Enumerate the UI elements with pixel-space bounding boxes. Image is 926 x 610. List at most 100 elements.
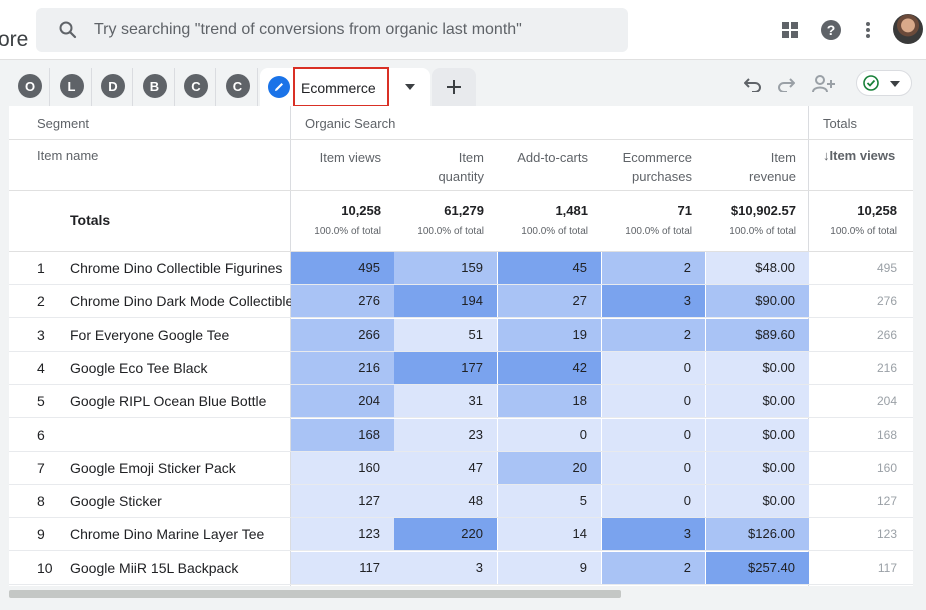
add-tab-button[interactable] (432, 68, 476, 106)
totals-pct: 100.0% of total (729, 226, 796, 237)
row-divider (9, 417, 913, 419)
segment-tab[interactable]: C (176, 68, 216, 106)
horizontal-scrollbar-thumb[interactable] (9, 590, 621, 598)
chevron-down-icon[interactable] (405, 84, 415, 90)
metric-cell: 495 (291, 252, 394, 284)
tab-ecommerce[interactable]: Ecommerce (260, 67, 430, 108)
svg-text:?: ? (827, 22, 836, 38)
metric-cell: 23 (394, 418, 497, 451)
metric-cell: 123 (291, 518, 394, 551)
account-avatar[interactable] (893, 14, 923, 44)
metric-cell: 9 (498, 551, 601, 584)
row-index: 4 (37, 359, 45, 376)
segment-tab[interactable]: D (93, 68, 133, 106)
row-index: 7 (37, 459, 45, 476)
metric-header[interactable]: Item views (291, 148, 381, 167)
totals-value: 10,258 (341, 203, 381, 218)
search-icon (58, 20, 78, 40)
segment-tab[interactable]: B (135, 68, 175, 106)
metric-header-line: purchases (632, 169, 692, 184)
item-name: Google RIPL Ocean Blue Bottle (70, 393, 267, 410)
undo-icon[interactable] (741, 72, 765, 96)
row-divider (9, 583, 913, 585)
totals-pct: 100.0% of total (417, 226, 484, 237)
table-row[interactable]: 9 Chrome Dino Marine Layer Tee 123 220 14 3 $1… (9, 518, 913, 552)
table-row[interactable]: 8 Google Sticker 127 48 5 0 $0.00 127 (9, 485, 913, 519)
metric-cell: 47 (394, 451, 497, 484)
header-divider (9, 139, 913, 140)
search-input[interactable]: Try searching "trend of conversions from… (94, 21, 522, 38)
totals-metric-header[interactable]: ↓Item views (823, 148, 896, 163)
table-row[interactable]: 3 For Everyone Google Tee 266 51 19 2 $89.60 26… (9, 318, 913, 352)
metric-cell: 204 (291, 385, 394, 418)
row-divider (9, 517, 913, 519)
row-index: 6 (37, 426, 45, 443)
table-row[interactable]: 6 168 23 0 0 $0.00 168 (9, 418, 913, 452)
table-row[interactable]: 2 Chrome Dino Dark Mode Collectible 276 194… (9, 285, 913, 319)
segment-chip: D (101, 74, 125, 98)
metric-header-line: Item views (319, 150, 381, 165)
metric-cell: 168 (291, 418, 394, 451)
row-divider (9, 550, 913, 552)
table-row[interactable]: 10 Google MiiR 15L Backpack 117 3 9 2 $257.40 1… (9, 551, 913, 585)
share-user-icon[interactable] (812, 72, 836, 96)
segment-header: Segment (37, 116, 90, 131)
metric-header-line: quantity (438, 169, 484, 184)
segment-tab[interactable]: C (218, 68, 258, 106)
table-row[interactable]: 7 Google Emoji Sticker Pack 160 47 20 0 $0.00 1… (9, 451, 913, 485)
metric-cell: $257.40 (706, 551, 809, 584)
top-bar: ore Try searching "trend of conversions … (0, 0, 926, 60)
totals-pct: 100.0% of total (314, 226, 381, 237)
tab-name-highlight[interactable]: Ecommerce (293, 67, 389, 107)
metric-cell: 20 (498, 451, 601, 484)
totals-value: $10,902.57 (730, 203, 796, 218)
metric-cell: 220 (394, 518, 497, 551)
more-vert-icon[interactable] (856, 18, 880, 42)
metric-cell: $90.00 (706, 285, 809, 318)
metric-header[interactable]: Item revenue (706, 148, 796, 186)
segment-tab[interactable]: O (10, 68, 50, 106)
metric-cell: 117 (291, 551, 394, 584)
metric-cell: 45 (498, 252, 601, 284)
metric-header[interactable]: Add-to-carts (498, 148, 588, 167)
row-index: 10 (37, 559, 53, 576)
metric-cell: 3 (602, 285, 705, 318)
metric-cell: $0.00 (706, 385, 809, 418)
metric-cell: 216 (291, 351, 394, 384)
metric-cell: 0 (602, 451, 705, 484)
metric-header[interactable]: Ecommerce purchases (602, 148, 692, 186)
item-name: Google MiiR 15L Backpack (70, 559, 239, 576)
table-row[interactable]: 5 Google RIPL Ocean Blue Bottle 204 31 18 0 $0… (9, 385, 913, 419)
search-bar[interactable]: Try searching "trend of conversions from… (36, 8, 628, 52)
metric-cell: 18 (498, 385, 601, 418)
totals-cell: 204 (876, 394, 897, 409)
row-index: 3 (37, 326, 45, 343)
status-menu-button[interactable] (856, 70, 912, 96)
metric-cell: 2 (602, 252, 705, 284)
help-icon[interactable]: ? (819, 18, 843, 42)
dimension-header[interactable]: Item name (37, 148, 99, 163)
row-index: 5 (37, 393, 45, 410)
row-divider (9, 350, 913, 352)
segment-tab[interactable]: L (52, 68, 92, 106)
metric-cell: $89.60 (706, 318, 809, 351)
metric-cell: 0 (602, 418, 705, 451)
totals-cell: 495 (876, 261, 897, 275)
table-row[interactable]: 1 Chrome Dino Collectible Figurines 495 159… (9, 252, 913, 285)
metric-cell: 159 (394, 252, 497, 284)
apps-grid-icon[interactable] (778, 18, 802, 42)
item-name: Google Eco Tee Black (70, 359, 208, 376)
table-row[interactable]: 4 Google Eco Tee Black 216 177 42 0 $0.00 216 (9, 351, 913, 385)
pencil-icon[interactable] (268, 76, 290, 98)
totals-cell: 168 (876, 427, 897, 442)
metric-cell: 127 (291, 485, 394, 518)
totals-cell: 123 (876, 527, 897, 542)
row-index: 1 (37, 260, 45, 276)
totals-label: Totals (70, 212, 111, 228)
metric-header[interactable]: Item quantity (394, 148, 484, 186)
metric-cell: 0 (602, 351, 705, 384)
totals-cell: 266 (876, 327, 897, 342)
metric-cell: 42 (498, 351, 601, 384)
redo-icon[interactable] (774, 72, 798, 96)
